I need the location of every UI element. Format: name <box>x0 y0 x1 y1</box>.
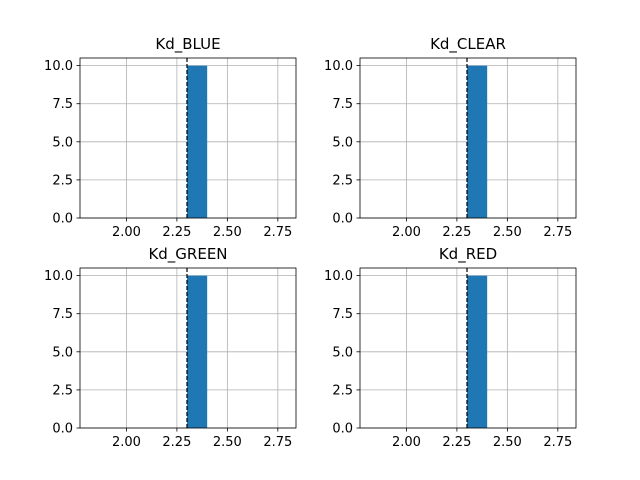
x-tick-label: 2.50 <box>493 435 522 450</box>
y-tick-label: 2.5 <box>332 383 353 398</box>
y-tick-label: 7.5 <box>332 97 353 112</box>
panel-title: Kd_BLUE <box>155 35 220 54</box>
x-tick-label: 2.75 <box>543 225 572 240</box>
y-tick-label: 5.0 <box>332 345 353 360</box>
y-tick-label: 10.0 <box>324 59 353 74</box>
y-tick-label: 2.5 <box>52 383 73 398</box>
y-tick-label: 2.5 <box>332 173 353 188</box>
histogram-bar <box>466 275 488 428</box>
y-tick-label: 5.0 <box>332 135 353 150</box>
axes-frame <box>79 57 297 219</box>
histogram-bar <box>466 65 488 218</box>
axes-frame <box>79 267 297 429</box>
y-tick-label: 7.5 <box>332 307 353 322</box>
x-tick-label: 2.00 <box>392 225 421 240</box>
y-tick-label: 7.5 <box>52 307 73 322</box>
x-tick-label: 2.25 <box>162 435 191 450</box>
x-tick-label: 2.25 <box>162 225 191 240</box>
y-tick-label: 10.0 <box>44 59 73 74</box>
y-tick-label: 2.5 <box>52 173 73 188</box>
panel-title: Kd_GREEN <box>148 245 227 264</box>
x-tick-label: 2.75 <box>543 435 572 450</box>
y-tick-label: 10.0 <box>324 269 353 284</box>
axes-frame <box>359 267 577 429</box>
histogram-bar <box>186 275 208 428</box>
y-tick-label: 7.5 <box>52 97 73 112</box>
x-tick-label: 2.00 <box>112 435 141 450</box>
y-tick-label: 0.0 <box>332 422 353 437</box>
panel-title: Kd_RED <box>439 245 497 264</box>
chart-panel: 2.00 2.25 2.50 2.75 0.0 2.5 5.0 7.5 10.0 Kd_CLEAR <box>324 35 577 240</box>
x-tick-label: 2.75 <box>263 225 292 240</box>
x-tick-label: 2.50 <box>493 225 522 240</box>
x-tick-label: 2.25 <box>442 225 471 240</box>
y-tick-label: 5.0 <box>52 345 73 360</box>
x-tick-label: 2.00 <box>392 435 421 450</box>
x-tick-label: 2.00 <box>112 225 141 240</box>
y-tick-label: 0.0 <box>52 212 73 227</box>
panel-title: Kd_CLEAR <box>430 35 506 54</box>
y-tick-label: 0.0 <box>332 212 353 227</box>
chart-panel: 2.00 2.25 2.50 2.75 0.0 2.5 5.0 7.5 10.0 Kd_GREEN <box>44 245 297 450</box>
x-tick-label: 2.50 <box>213 435 242 450</box>
axes-frame <box>359 57 577 219</box>
x-tick-label: 2.50 <box>213 225 242 240</box>
histogram-bar <box>186 65 208 218</box>
chart-panel: 2.00 2.25 2.50 2.75 0.0 2.5 5.0 7.5 10.0 Kd_BLUE <box>44 35 297 240</box>
x-tick-label: 2.25 <box>442 435 471 450</box>
chart-panel: 2.00 2.25 2.50 2.75 0.0 2.5 5.0 7.5 10.0 Kd_RED <box>324 245 577 450</box>
y-tick-label: 5.0 <box>52 135 73 150</box>
y-tick-label: 10.0 <box>44 269 73 284</box>
x-tick-label: 2.75 <box>263 435 292 450</box>
y-tick-label: 0.0 <box>52 422 73 437</box>
